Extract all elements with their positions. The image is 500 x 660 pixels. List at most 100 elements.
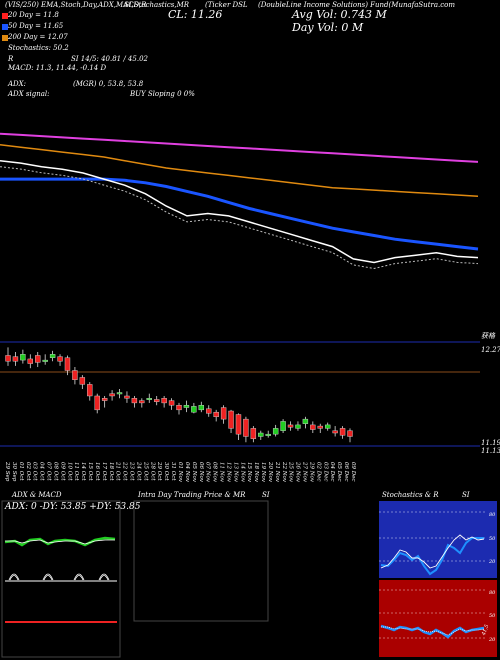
date-tick-label: 02 Dec	[315, 462, 321, 482]
date-tick-label: 19 Nov	[260, 462, 266, 483]
date-tick-label: 10 Oct	[66, 462, 72, 481]
avg-volume: Avg Vol: 0.743 M	[292, 8, 387, 21]
stoch-tick-20: 20	[489, 559, 496, 565]
candle-body	[139, 400, 145, 404]
dma-200: 200 Day = 12.07	[8, 33, 68, 41]
candle-body	[198, 405, 205, 411]
candle-body	[183, 405, 190, 408]
candle-body	[64, 357, 71, 371]
date-tick-label: 04 Nov	[184, 462, 190, 483]
candle-body	[5, 355, 11, 362]
candle-body	[265, 433, 271, 436]
date-tick-label: 05 Dec	[336, 462, 342, 482]
candle-body	[79, 377, 86, 385]
date-tick-label: 27 Nov	[302, 461, 308, 483]
price-label-12-27: 12.27	[481, 346, 500, 354]
candle-body	[57, 356, 63, 362]
date-tick-label: 30 Oct	[163, 462, 169, 481]
candle-body	[347, 430, 353, 437]
candle-body	[109, 393, 115, 397]
candle-body	[35, 355, 41, 363]
date-tick-label: 05 Nov	[191, 462, 197, 483]
date-tick-label: 23 Oct	[129, 461, 135, 481]
stoch-d-line	[380, 534, 485, 569]
date-tick-label: 26 Nov	[295, 461, 301, 483]
close-price: CL: 11.26	[168, 8, 223, 21]
dma-20: 20 Day = 11.8	[8, 11, 59, 19]
date-tick-label: 20 Nov	[267, 461, 273, 483]
date-tick-label: 06 Nov	[198, 462, 204, 483]
macd-bump-inner	[99, 575, 109, 581]
r-label: R	[8, 55, 14, 63]
ema-line-blue	[0, 177, 479, 251]
header-mid2-line: (Ticker DSL	[205, 1, 248, 9]
date-tick-label: 22 Oct	[122, 461, 128, 481]
date-tick-label: 03 Oct	[32, 462, 38, 481]
candle-body	[272, 428, 279, 435]
ema-line-dotted	[0, 166, 479, 270]
si-tick-50: 50	[489, 613, 496, 619]
date-tick-label: 12 Nov	[225, 462, 231, 483]
intra-panel	[133, 500, 269, 622]
header-right-line: (DoubleLine Income Solutions) Fund(Munaf…	[258, 1, 456, 9]
macd-bump	[8, 573, 20, 581]
candle-body	[310, 424, 316, 430]
candle-body	[295, 424, 301, 429]
stoch-si-label: SI	[462, 491, 470, 499]
candle-body	[280, 421, 286, 431]
si-tick-20: 20	[489, 637, 496, 643]
candle-body	[72, 370, 78, 380]
candle-body	[213, 411, 219, 418]
day-volume: Day Vol: 0 M	[292, 21, 364, 34]
candle-body	[42, 359, 48, 362]
date-tick-label: 06 Dec	[343, 462, 349, 482]
candle-body	[20, 354, 26, 361]
candle-body	[258, 432, 264, 437]
date-tick-label: 21 Nov	[274, 461, 280, 483]
candle-body	[243, 418, 249, 437]
candle-body	[161, 398, 167, 404]
ema-line-magenta	[0, 132, 479, 163]
price-label-11-19: 11.19	[481, 439, 500, 447]
adx-values: ADX: 0 -DY: 53.85 +DY: 53.85	[5, 502, 141, 512]
price-label-11-13: 11.13	[481, 447, 500, 455]
candle-body	[250, 428, 257, 439]
candle-body	[191, 406, 197, 413]
candle-body	[49, 354, 56, 358]
candle-body	[302, 418, 309, 424]
date-tick-label: 11 Oct	[73, 462, 79, 481]
candle-body	[101, 398, 108, 401]
macd-bump	[42, 573, 54, 581]
date-tick-label: 04 Dec	[329, 462, 335, 482]
candle-body	[220, 407, 227, 420]
date-tick-label: 08 Oct	[52, 462, 58, 481]
date-tick-label: 01 Nov	[177, 462, 183, 483]
adx-white-line	[5, 539, 115, 545]
candle-body	[332, 430, 338, 434]
candle-body	[116, 392, 123, 395]
swatch-200	[2, 35, 8, 41]
date-tick-label: 13 Nov	[232, 462, 238, 483]
stochastics-value: Stochastics: 50.2	[8, 44, 69, 52]
adx-panel	[1, 500, 121, 658]
candle-body	[131, 398, 138, 404]
macd-bump-inner	[43, 575, 53, 581]
date-tick-label: 15 Oct	[87, 462, 93, 481]
date-tick-label: 25 Nov	[288, 461, 294, 483]
candle-body	[153, 399, 160, 402]
date-axis: 29 Sep 30 Sep 01 Oct 02 Oct 03 Oct 04 Oct 07 O…	[4, 461, 356, 483]
date-tick-label: 24 Oct	[135, 461, 141, 481]
adx-signal-label: ADX signal:	[8, 90, 50, 98]
adx-label: ADX:	[8, 80, 27, 88]
candle-body	[317, 425, 323, 429]
candle-body	[12, 356, 19, 362]
legend-swatches	[2, 13, 8, 41]
price-label-top: 获格	[481, 332, 495, 340]
stoch-tick-80: 80	[489, 512, 496, 518]
ema-line-white	[0, 159, 479, 264]
candle-body	[228, 410, 234, 429]
adx-panel-title: ADX & MACD	[12, 491, 62, 499]
macd-bump	[98, 573, 110, 581]
si-value: SI 14/5: 40.81 / 45.02	[71, 55, 148, 63]
macd-bump	[73, 573, 85, 581]
